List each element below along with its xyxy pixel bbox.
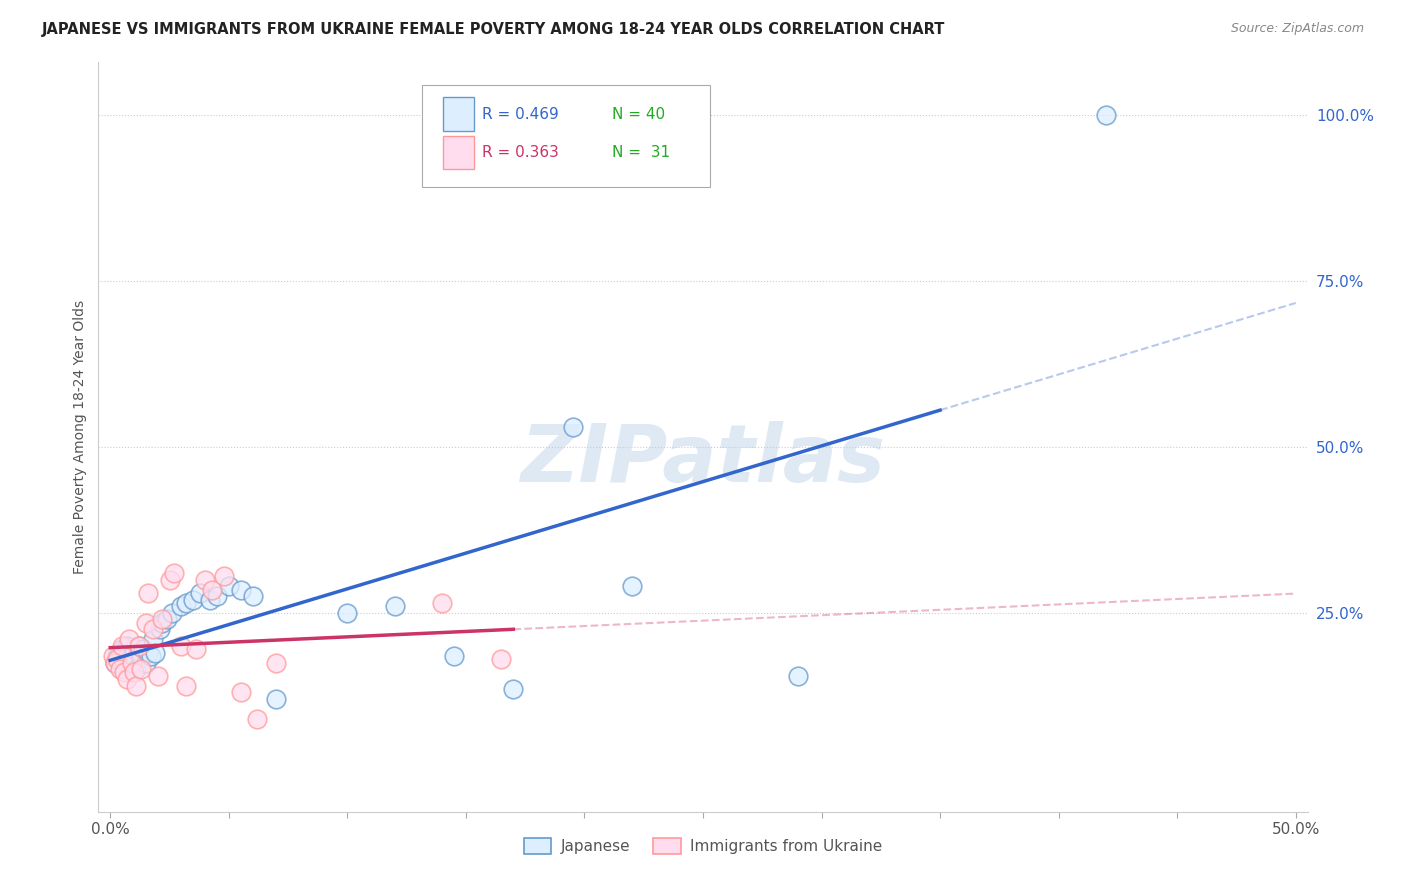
Point: [128, 639, 150, 653]
Point: [104, 656, 127, 670]
Point: [129, 662, 152, 676]
Text: ZIPatlas: ZIPatlas: [520, 420, 886, 499]
Point: [212, 569, 235, 583]
Point: [142, 632, 165, 647]
Point: [105, 652, 128, 666]
Point: [264, 692, 287, 706]
Point: [229, 582, 252, 597]
Y-axis label: Female Poverty Among 18-24 Year Olds: Female Poverty Among 18-24 Year Olds: [73, 300, 87, 574]
Point: [491, 652, 513, 666]
Point: [135, 656, 157, 670]
Point: [121, 656, 143, 670]
Point: [1095, 108, 1118, 122]
Point: [174, 596, 197, 610]
Point: [149, 623, 172, 637]
Point: [159, 573, 181, 587]
Point: [170, 599, 193, 614]
Point: [108, 662, 131, 676]
Point: [561, 420, 583, 434]
Point: [181, 592, 204, 607]
Legend: Japanese, Immigrants from Ukraine: Japanese, Immigrants from Ukraine: [517, 832, 889, 860]
Point: [143, 646, 166, 660]
Point: [152, 612, 174, 626]
Text: N =  31: N = 31: [612, 145, 669, 160]
Point: [105, 648, 128, 663]
Point: [170, 639, 193, 653]
Point: [114, 652, 136, 666]
Point: [111, 639, 134, 653]
Point: [786, 669, 808, 683]
Point: [242, 589, 264, 603]
Point: [218, 579, 240, 593]
Point: [174, 679, 197, 693]
Point: [156, 612, 179, 626]
Point: [125, 662, 148, 676]
Text: R = 0.363: R = 0.363: [482, 145, 560, 160]
Point: [111, 642, 134, 657]
Point: [128, 639, 150, 653]
Point: [132, 642, 155, 657]
Point: [190, 586, 212, 600]
Point: [136, 586, 159, 600]
Point: [142, 623, 165, 637]
Point: [104, 656, 127, 670]
Point: [264, 656, 287, 670]
Point: [101, 648, 124, 663]
Point: [122, 642, 145, 657]
Point: [136, 646, 159, 660]
Text: N = 40: N = 40: [612, 107, 665, 121]
Point: [122, 665, 145, 680]
Point: [205, 589, 228, 603]
Text: Source: ZipAtlas.com: Source: ZipAtlas.com: [1230, 22, 1364, 36]
Point: [620, 579, 643, 593]
Point: [198, 592, 221, 607]
Point: [115, 672, 138, 686]
Point: [121, 648, 143, 663]
Point: [336, 606, 359, 620]
Point: [229, 685, 252, 699]
Point: [125, 679, 148, 693]
Point: [201, 582, 224, 597]
Point: [139, 648, 162, 663]
Point: [118, 656, 141, 670]
Point: [118, 632, 141, 647]
Point: [502, 681, 524, 696]
Point: [443, 648, 465, 663]
Point: [184, 642, 207, 657]
Point: [160, 606, 183, 620]
Point: [129, 648, 152, 663]
Point: [135, 615, 157, 630]
Point: [114, 665, 136, 680]
Point: [152, 615, 174, 630]
Point: [246, 712, 269, 726]
Point: [163, 566, 186, 580]
Point: [146, 669, 169, 683]
Point: [432, 596, 454, 610]
Point: [194, 573, 217, 587]
Point: [115, 639, 138, 653]
Point: [108, 646, 131, 660]
Text: JAPANESE VS IMMIGRANTS FROM UKRAINE FEMALE POVERTY AMONG 18-24 YEAR OLDS CORRELA: JAPANESE VS IMMIGRANTS FROM UKRAINE FEMA…: [42, 22, 946, 37]
Text: R = 0.469: R = 0.469: [482, 107, 560, 121]
Point: [384, 599, 406, 614]
